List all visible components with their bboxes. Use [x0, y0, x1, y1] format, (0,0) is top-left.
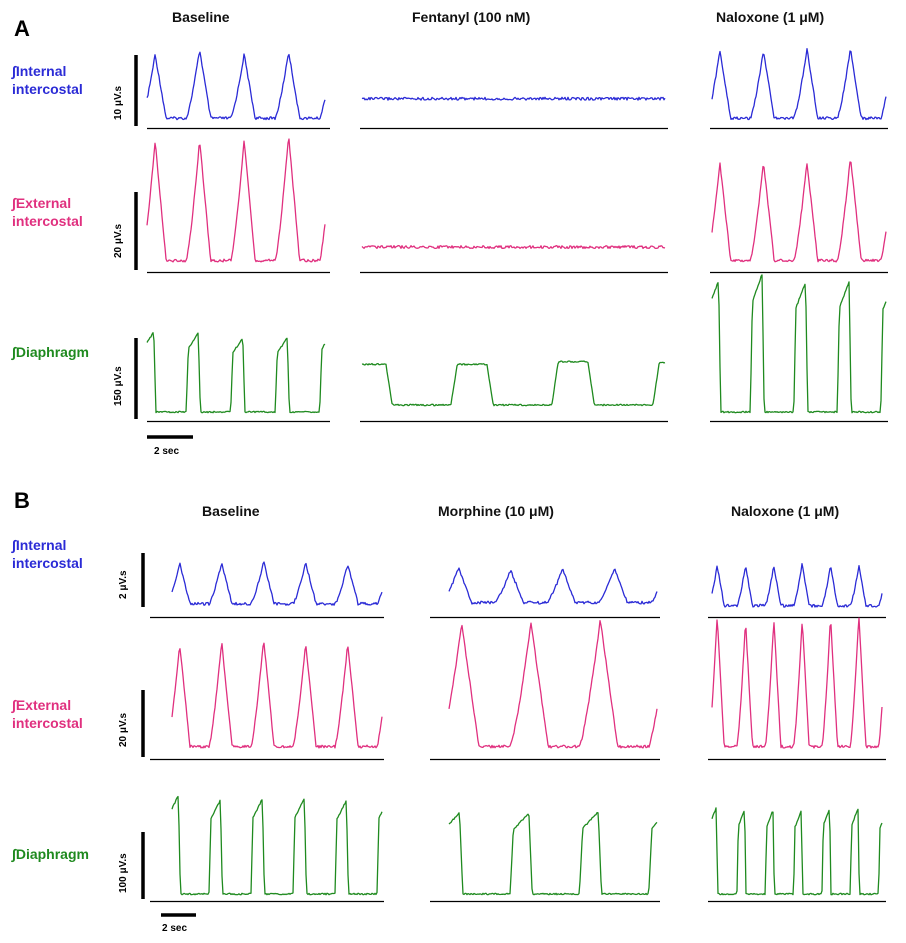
panel-b-trace-internal-3	[711, 563, 883, 608]
panel-b-condition-naloxone: Naloxone (1 μM)	[731, 503, 840, 519]
panel-b-time-label: 2 sec	[162, 923, 188, 934]
panel-b-muscle-diaphragm: ∫Diaphragm	[12, 846, 89, 862]
panel-b-trace-external-2	[448, 620, 658, 749]
panel-a-muscle-external-intercostal: ∫External intercostal	[12, 195, 83, 229]
panel-a-trace-internal-2	[361, 96, 666, 101]
panel-b-trace-internal-1	[171, 561, 383, 606]
panel-a-trace-diaphragm-1	[146, 332, 326, 414]
panel-a-scale-label-internal: 10 μV.s	[113, 85, 124, 120]
panel-a-time-label: 2 sec	[154, 446, 180, 457]
panel-b-trace-diaphragm-1	[171, 795, 383, 896]
panel-b-trace-external-1	[171, 642, 383, 749]
panel-a-condition-naloxone: Naloxone (1 μM)	[716, 9, 825, 25]
panel-a-trace-external-3	[711, 161, 887, 263]
panel-a-trace-diaphragm-2	[361, 360, 666, 407]
panel-b-condition-morphine: Morphine (10 μM)	[438, 503, 554, 519]
panel-b-trace-diaphragm-3	[711, 807, 883, 896]
panel-a-trace-diaphragm-3	[711, 274, 887, 414]
panel-a-trace-external-1	[146, 138, 326, 263]
panel-a-condition-baseline: Baseline	[172, 9, 230, 25]
panel-b-trace-internal-2	[448, 567, 658, 605]
panel-a-trace-internal-1	[146, 51, 326, 121]
panel-b-scale-label-external: 20 μV.s	[118, 712, 129, 747]
panel-a-letter: A	[14, 16, 30, 41]
panel-b-scale-label-internal: 2 μV.s	[118, 570, 129, 599]
panel-b-muscle-internal-intercostal: ∫Internal intercostal	[12, 537, 83, 571]
panel-a-muscle-diaphragm: ∫Diaphragm	[12, 344, 89, 360]
panel-a-scale-label-external: 20 μV.s	[113, 223, 124, 258]
panel-b-trace-external-3	[711, 617, 883, 749]
panel-b-letter: B	[14, 488, 30, 513]
panel-b-trace-diaphragm-2	[448, 811, 658, 896]
panel-a-condition-fentanyl: Fentanyl (100 nM)	[412, 9, 531, 25]
panel-a-muscle-internal-intercostal: ∫Internal intercostal	[12, 63, 83, 97]
panel-b-muscle-external-intercostal: ∫External intercostal	[12, 697, 83, 731]
panel-a-scale-label-diaphragm: 150 μV.s	[113, 366, 124, 406]
panel-b-scale-label-diaphragm: 100 μV.s	[118, 853, 129, 893]
panel-b-condition-baseline: Baseline	[202, 503, 260, 519]
panel-a-trace-internal-3	[711, 48, 887, 121]
panel-a-trace-external-2	[361, 245, 666, 250]
